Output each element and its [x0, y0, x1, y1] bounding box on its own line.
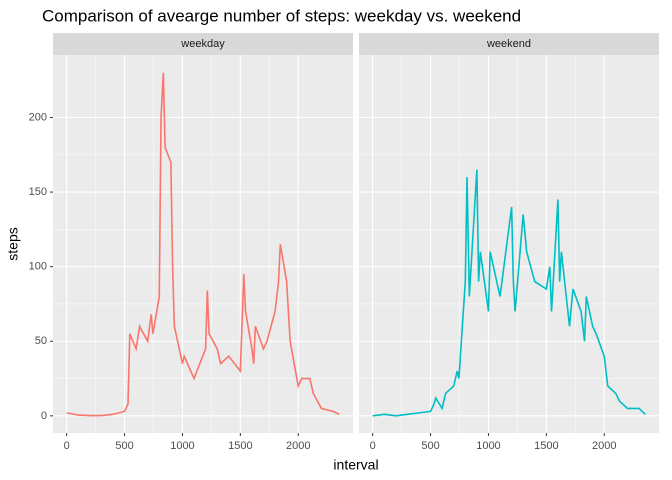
x-tick-label: 1500	[534, 440, 558, 452]
y-tick-label: 200	[29, 111, 47, 123]
x-tick-label: 2000	[592, 440, 616, 452]
x-tick-label: 1500	[228, 440, 252, 452]
panel	[359, 55, 659, 433]
data-line	[372, 169, 646, 417]
data-line	[66, 72, 340, 417]
x-tick-label: 500	[421, 440, 439, 452]
strip-label: weekend	[486, 38, 531, 50]
x-tick-label: 1000	[170, 440, 194, 452]
x-tick-label: 0	[64, 440, 70, 452]
strip	[53, 33, 353, 55]
x-tick-label: 2000	[286, 440, 310, 452]
x-tick-label: 1000	[476, 440, 500, 452]
x-tick-label: 500	[115, 440, 133, 452]
y-tick-label: 0	[41, 410, 47, 422]
x-axis-title: interval	[333, 457, 378, 473]
strip-label: weekday	[180, 38, 225, 50]
panel	[53, 55, 353, 433]
x-tick-label: 0	[370, 440, 376, 452]
y-tick-label: 100	[29, 261, 47, 273]
strip	[359, 33, 659, 55]
y-tick-label: 150	[29, 186, 47, 198]
chart-title: Comparison of avearge number of steps: w…	[42, 6, 521, 25]
y-axis-title: steps	[5, 227, 21, 260]
y-tick-label: 50	[35, 335, 47, 347]
